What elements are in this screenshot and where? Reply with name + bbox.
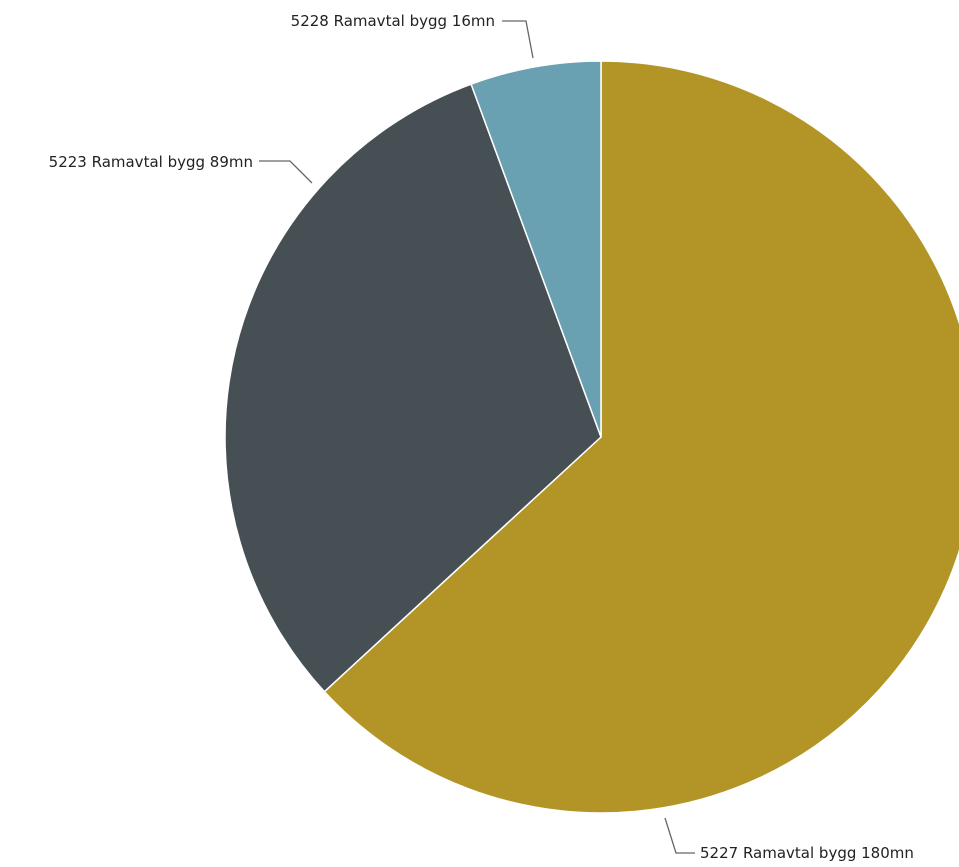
leader-line-5223	[259, 160, 313, 184]
pie-slice-5228[interactable]	[470, 60, 602, 438]
data-label-5223: 5223 Ramavtal bygg 89mn	[49, 153, 253, 171]
pie-slice-5223[interactable]	[224, 83, 602, 693]
leader-line-5227	[664, 817, 695, 854]
pie-slice-5227[interactable]	[323, 60, 959, 814]
leader-line-5228	[502, 20, 534, 59]
data-labels: 5227 Ramavtal bygg 180mn 5223 Ramavtal by…	[49, 12, 914, 862]
pie-slices	[224, 60, 959, 814]
leader-lines	[259, 20, 695, 854]
data-label-5228: 5228 Ramavtal bygg 16mn	[291, 12, 495, 30]
data-label-5227: 5227 Ramavtal bygg 180mn	[700, 844, 914, 862]
